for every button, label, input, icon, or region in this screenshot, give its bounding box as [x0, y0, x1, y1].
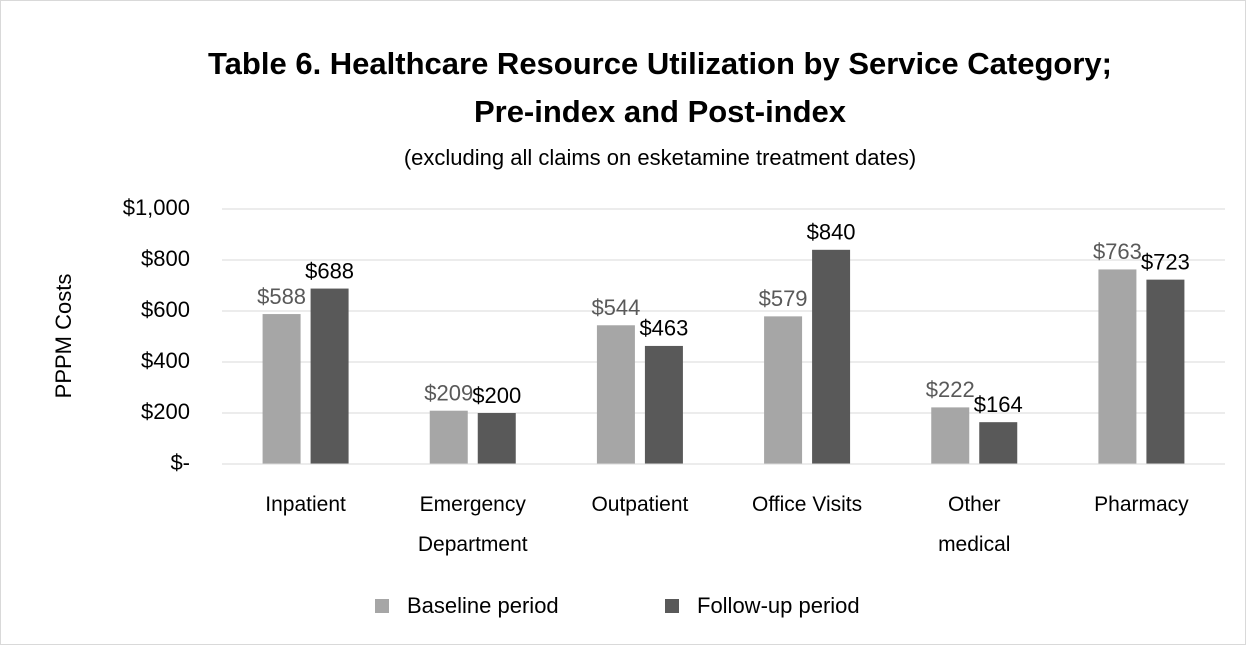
bar — [477, 413, 516, 464]
y-tick-label: $1,000 — [123, 195, 190, 220]
value-label: $579 — [759, 286, 808, 311]
legend-label: Follow-up period — [697, 593, 860, 618]
y-tick-label: $800 — [141, 246, 190, 271]
x-tick-label: Inpatient — [265, 493, 346, 516]
x-tick-label: Emergency Department — [417, 493, 528, 556]
bar — [931, 407, 970, 464]
value-label: $840 — [807, 220, 856, 245]
bar — [596, 325, 635, 464]
x-tick-label: Pharmacy — [1094, 493, 1189, 516]
x-tick-label: Other medical — [938, 493, 1011, 556]
bar — [979, 422, 1018, 464]
value-label: $723 — [1141, 249, 1190, 274]
value-label: $164 — [974, 392, 1023, 417]
x-tick-label: Office Visits — [752, 493, 863, 516]
value-label: $688 — [305, 258, 354, 283]
bar — [310, 288, 349, 464]
y-tick-label: $400 — [141, 348, 190, 373]
legend-label: Baseline period — [407, 593, 559, 618]
y-tick-label: $600 — [141, 297, 190, 322]
legend-swatch — [375, 599, 389, 613]
value-label: $222 — [926, 377, 975, 402]
value-label: $544 — [591, 295, 640, 320]
value-label: $463 — [639, 316, 688, 341]
legend-swatch — [665, 599, 679, 613]
y-tick-label: $- — [170, 450, 190, 475]
chart-subtitle: (excluding all claims on esketamine trea… — [403, 145, 917, 170]
x-tick-label: Outpatient — [591, 493, 689, 516]
bar — [1098, 269, 1137, 464]
y-tick-label: $200 — [141, 399, 190, 424]
value-label: $200 — [472, 383, 521, 408]
bar — [812, 249, 851, 464]
y-axis-label: PPPM Costs — [51, 274, 76, 399]
bar — [262, 314, 301, 464]
bar — [1146, 279, 1185, 464]
chart-title: Table 6. Healthcare Resource Utilization… — [208, 46, 1112, 129]
value-label: $763 — [1093, 239, 1142, 264]
value-label: $209 — [424, 381, 473, 406]
bar — [429, 410, 468, 464]
value-label: $588 — [257, 284, 306, 309]
bar — [644, 345, 683, 464]
bar — [764, 316, 803, 464]
